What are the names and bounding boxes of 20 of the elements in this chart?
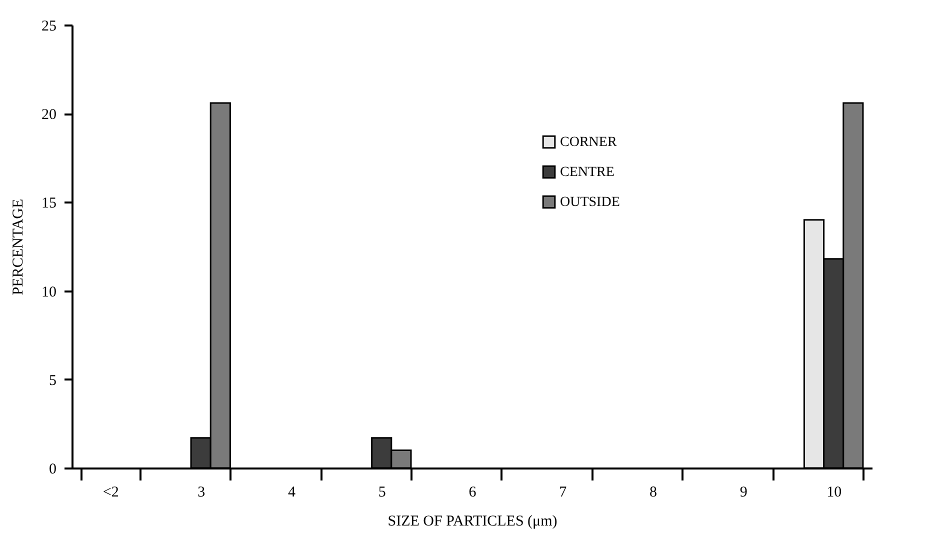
legend-label: CORNER <box>560 135 618 150</box>
y-tick-label: 15 <box>42 196 56 212</box>
x-tick-label: 8 <box>650 484 658 500</box>
y-tick-label: 25 <box>42 18 56 34</box>
x-tick-label: <2 <box>102 484 119 500</box>
legend-label: OUTSIDE <box>560 195 620 210</box>
y-tick-label: 0 <box>49 462 56 478</box>
legend-label: CENTRE <box>560 165 614 180</box>
x-axis-title: SIZE OF PARTICLES (μm) <box>388 514 558 530</box>
y-tick-label: 10 <box>42 284 56 300</box>
x-tick-label: 7 <box>559 484 568 500</box>
x-tick-label: 9 <box>740 484 748 500</box>
y-tick-label: 5 <box>49 372 56 389</box>
x-tick-label: 4 <box>288 484 296 500</box>
x-tick-label: 3 <box>198 484 206 500</box>
x-tick-label: 10 <box>826 484 842 500</box>
y-tick-label: 20 <box>42 107 56 124</box>
y-axis-title: PERCENTAGE <box>10 198 26 296</box>
x-tick-label: 5 <box>378 484 386 500</box>
x-tick-label: 6 <box>468 484 477 500</box>
